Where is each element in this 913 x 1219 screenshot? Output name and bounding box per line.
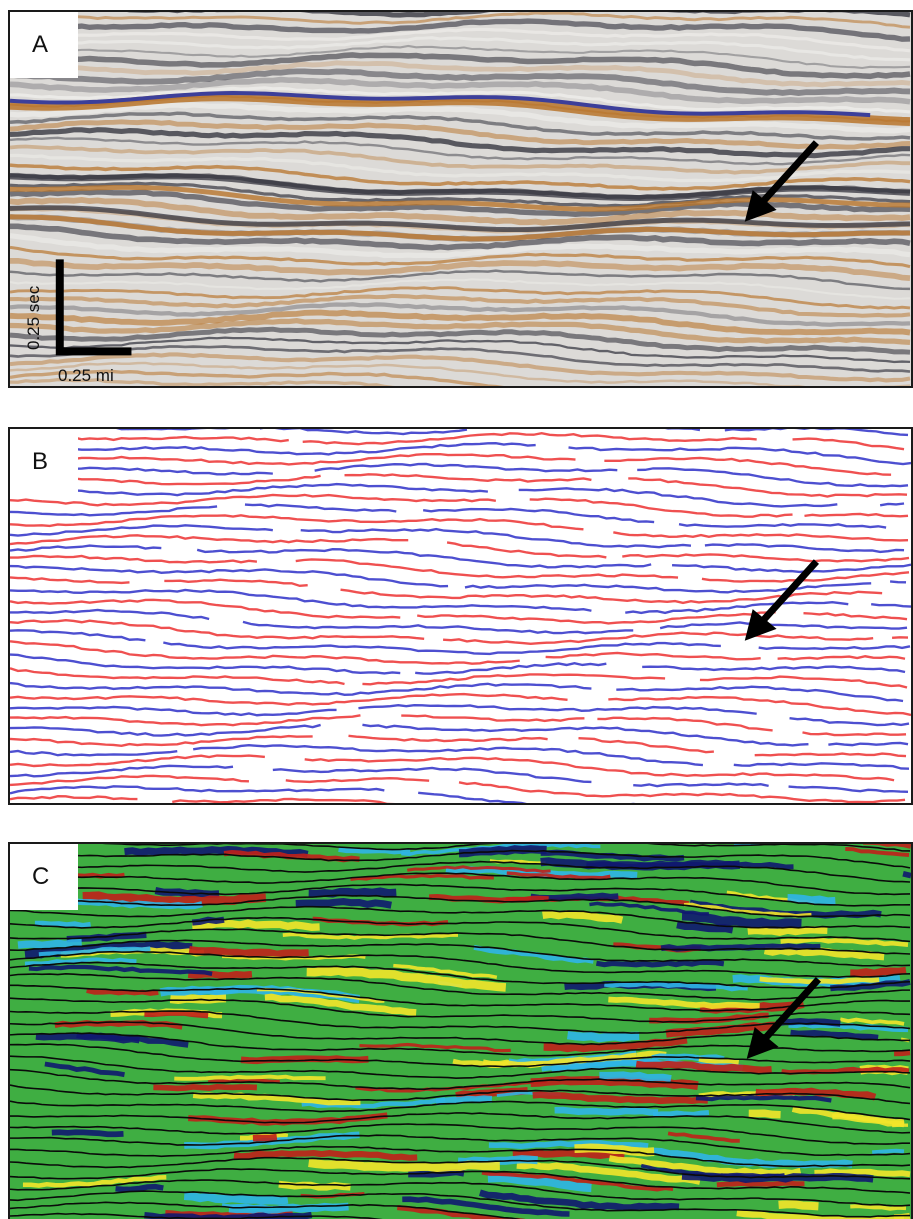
panel-label-c: C: [10, 844, 78, 910]
panel-label-a: A: [10, 12, 78, 78]
seismic-panel-b: B: [8, 427, 913, 805]
scale-bar-distance-label: 0.25 mi: [58, 366, 114, 385]
seismic-panel-c: C: [8, 842, 913, 1219]
seismic-panel-a: A 0.25 sec 0.25 mi: [8, 10, 913, 388]
attribute-section-image: [10, 844, 911, 1219]
peak-trough-section-image: [10, 429, 911, 803]
scale-bar-time-label: 0.25 sec: [24, 285, 43, 351]
panel-label-b: B: [10, 429, 78, 495]
seismic-section-image: [10, 12, 911, 386]
